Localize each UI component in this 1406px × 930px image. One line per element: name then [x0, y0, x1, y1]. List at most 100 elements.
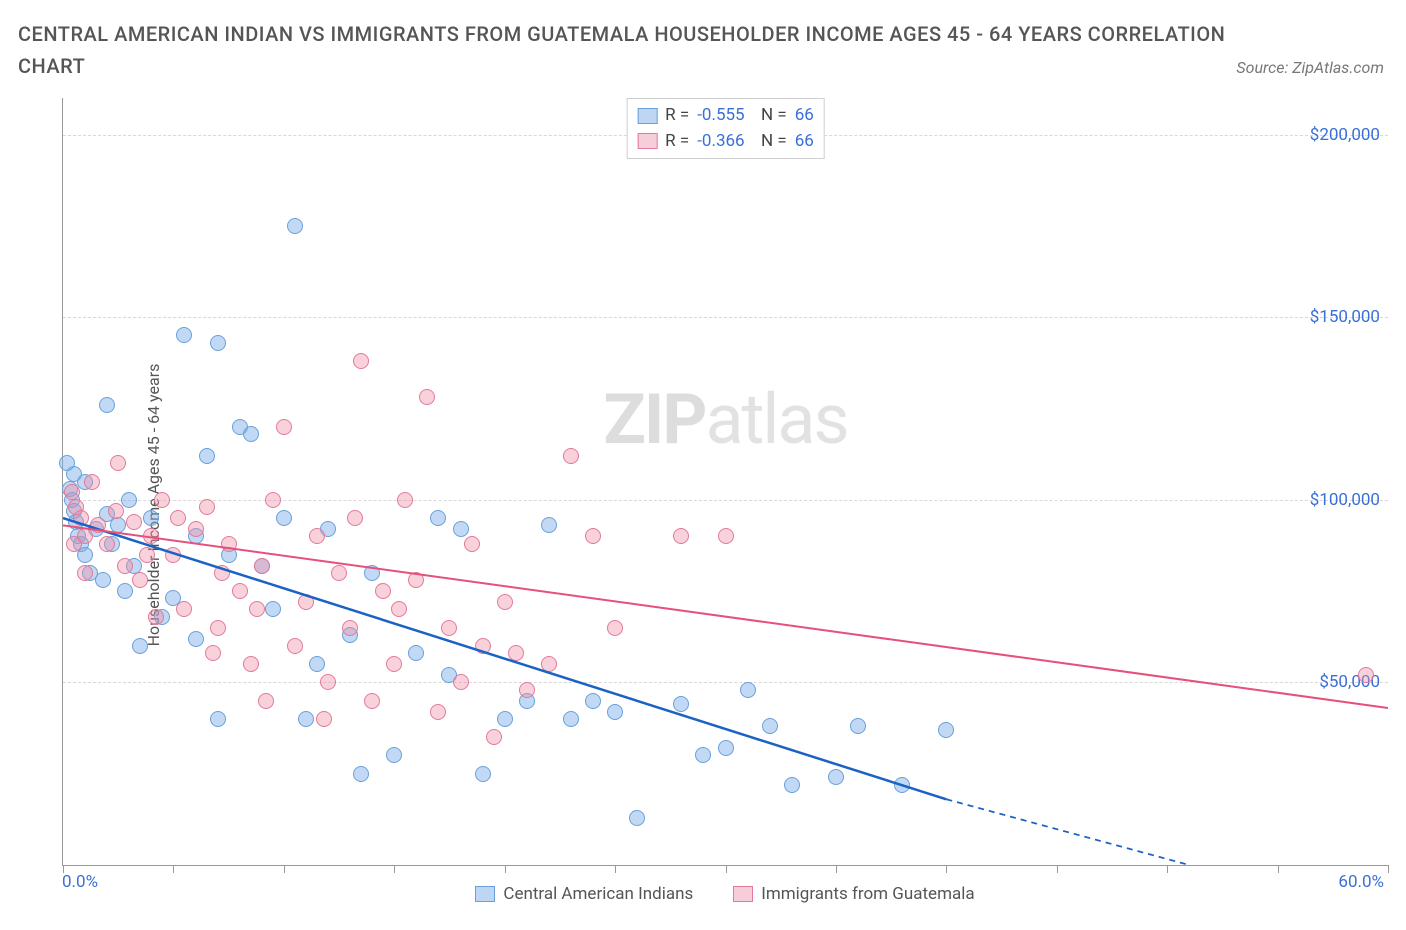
data-point — [243, 426, 259, 442]
data-point — [364, 565, 380, 581]
gridline — [63, 682, 1388, 683]
data-point — [249, 601, 265, 617]
data-point — [132, 638, 148, 654]
data-point — [850, 718, 866, 734]
data-point — [265, 601, 281, 617]
stats-row-series1: R = -0.555 N = 66 — [637, 103, 814, 129]
xtick — [1388, 865, 1389, 873]
data-point — [77, 565, 93, 581]
data-point — [453, 674, 469, 690]
data-point — [430, 510, 446, 526]
data-point — [221, 536, 237, 552]
gridline — [63, 500, 1388, 501]
data-point — [342, 620, 358, 636]
data-point — [441, 620, 457, 636]
data-point — [205, 645, 221, 661]
data-point — [276, 419, 292, 435]
data-point — [541, 517, 557, 533]
ytick-label: $150,000 — [1310, 307, 1380, 327]
data-point — [497, 594, 513, 610]
data-point — [938, 722, 954, 738]
data-point — [475, 638, 491, 654]
data-point — [110, 517, 126, 533]
gridline — [63, 317, 1388, 318]
data-point — [347, 510, 363, 526]
data-point — [108, 503, 124, 519]
stats-row-series2: R = -0.366 N = 66 — [637, 129, 814, 155]
data-point — [99, 397, 115, 413]
data-point — [419, 389, 435, 405]
data-point — [718, 528, 734, 544]
data-point — [121, 492, 137, 508]
data-point — [132, 572, 148, 588]
data-point — [258, 693, 274, 709]
swatch-icon — [733, 886, 753, 902]
watermark: ZIPatlas — [603, 379, 847, 461]
series-legend: Central American Indians Immigrants from… — [62, 876, 1388, 912]
data-point — [629, 810, 645, 826]
data-point — [139, 547, 155, 563]
data-point — [298, 594, 314, 610]
swatch-icon — [475, 886, 495, 902]
plot-area: ZIPatlas R = -0.555 N = 66 R = -0.366 N … — [62, 98, 1388, 866]
data-point — [453, 521, 469, 537]
data-point — [309, 656, 325, 672]
data-point — [309, 528, 325, 544]
ytick-label: $200,000 — [1310, 125, 1380, 145]
data-point — [188, 521, 204, 537]
legend-item-series1: Central American Indians — [475, 884, 693, 904]
data-point — [316, 711, 332, 727]
data-point — [563, 711, 579, 727]
xtick — [505, 865, 506, 873]
data-point — [695, 747, 711, 763]
swatch-icon — [637, 108, 657, 124]
data-point — [740, 682, 756, 698]
data-point — [375, 583, 391, 599]
data-point — [143, 510, 159, 526]
data-point — [210, 335, 226, 351]
data-point — [254, 558, 270, 574]
data-point — [475, 766, 491, 782]
data-point — [364, 693, 380, 709]
xtick — [946, 865, 947, 873]
data-point — [90, 517, 106, 533]
data-point — [176, 601, 192, 617]
legend-item-series2: Immigrants from Guatemala — [733, 884, 974, 904]
data-point — [64, 484, 80, 500]
data-point — [386, 747, 402, 763]
ytick-label: $100,000 — [1310, 490, 1380, 510]
chart-title: CENTRAL AMERICAN INDIAN VS IMMIGRANTS FR… — [18, 18, 1266, 82]
data-point — [673, 696, 689, 712]
data-point — [276, 510, 292, 526]
data-point — [210, 711, 226, 727]
data-point — [607, 704, 623, 720]
data-point — [585, 693, 601, 709]
data-point — [464, 536, 480, 552]
data-point — [99, 536, 115, 552]
data-point — [718, 740, 734, 756]
data-point — [143, 528, 159, 544]
data-point — [170, 510, 186, 526]
chart-source: Source: ZipAtlas.com — [1236, 58, 1384, 77]
data-point — [353, 353, 369, 369]
data-point — [607, 620, 623, 636]
swatch-icon — [637, 133, 657, 149]
data-point — [353, 766, 369, 782]
data-point — [386, 656, 402, 672]
data-point — [59, 455, 75, 471]
stats-legend: R = -0.555 N = 66 R = -0.366 N = 66 — [626, 98, 825, 159]
data-point — [519, 682, 535, 698]
data-point — [1358, 667, 1374, 683]
data-point — [894, 777, 910, 793]
data-point — [287, 218, 303, 234]
data-point — [430, 704, 446, 720]
data-point — [497, 711, 513, 727]
data-point — [762, 718, 778, 734]
data-point — [563, 448, 579, 464]
data-point — [265, 492, 281, 508]
data-point — [117, 583, 133, 599]
data-point — [176, 327, 192, 343]
data-point — [391, 601, 407, 617]
data-point — [508, 645, 524, 661]
data-point — [486, 729, 502, 745]
